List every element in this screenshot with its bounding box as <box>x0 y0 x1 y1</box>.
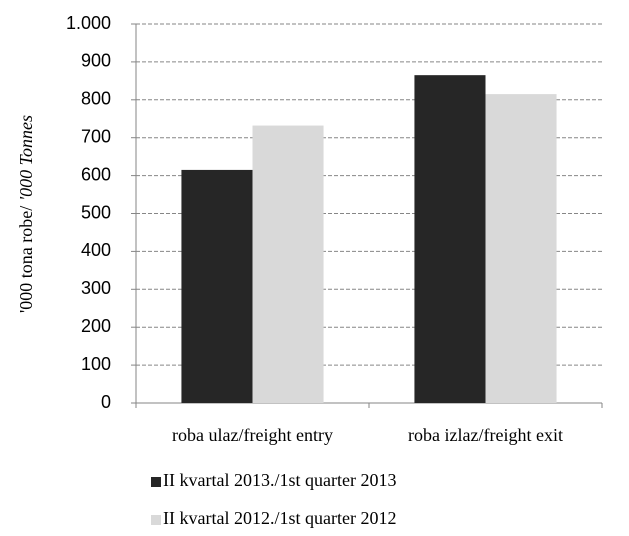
bar <box>414 75 486 403</box>
y-label-en: '000 Tonnes <box>16 115 36 201</box>
y-tick-label: 300 <box>81 278 111 298</box>
y-tick-label: 400 <box>81 240 111 260</box>
legend-swatch <box>151 477 161 487</box>
bar <box>485 94 557 404</box>
y-tick-label: 600 <box>81 164 111 184</box>
x-tick-label: roba izlaz/freight exit <box>408 425 563 445</box>
y-tick-label: 200 <box>81 316 111 336</box>
legend-label: II kvartal 2013./1st quarter 2013 <box>163 470 396 490</box>
y-tick-label: 100 <box>81 354 111 374</box>
y-tick-label: 800 <box>81 89 111 109</box>
bar <box>252 125 324 404</box>
bar <box>181 169 253 403</box>
y-tick-label: 900 <box>81 51 111 71</box>
y-axis-label: '000 tona robe/ '000 Tonnes <box>16 115 36 313</box>
x-tick-label: roba ulaz/freight entry <box>172 425 333 445</box>
y-tick-label: 1.000 <box>66 13 111 33</box>
y-label: '000 tona robe/ <box>16 206 36 313</box>
y-tick-label: 0 <box>101 392 111 412</box>
y-tick-label: 500 <box>81 202 111 222</box>
legend-label: II kvartal 2012./1st quarter 2012 <box>163 508 396 528</box>
y-tick-label: 700 <box>81 126 111 146</box>
legend-swatch <box>151 515 161 525</box>
